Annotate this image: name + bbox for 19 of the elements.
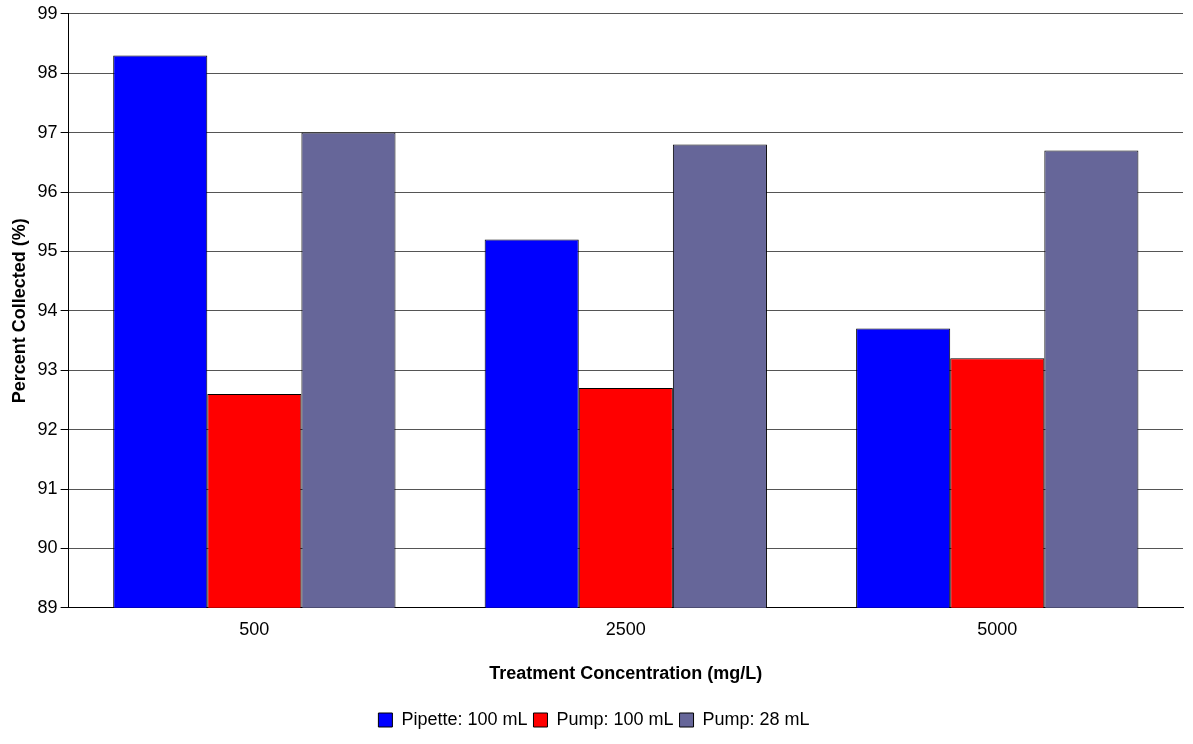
x-tick-label: 5000 — [977, 618, 1018, 639]
y-axis-title: Percent Collected (%) — [8, 218, 29, 404]
y-tick-label: 92 — [37, 418, 58, 439]
y-tick-label: 93 — [37, 359, 58, 380]
y-tick-label: 99 — [37, 2, 58, 23]
y-tick-label: 97 — [37, 121, 58, 142]
legend-label: Pipette: 100 mL — [401, 708, 528, 729]
y-tick-label: 98 — [37, 62, 58, 83]
legend-label: Pump: 28 mL — [702, 708, 810, 729]
y-tick-label: 95 — [37, 240, 58, 261]
x-axis-title: Treatment Concentration (mg/L) — [489, 663, 763, 684]
x-tick-label: 500 — [239, 618, 270, 639]
y-tick-label: 94 — [37, 299, 58, 320]
legend-label: Pump: 100 mL — [556, 708, 674, 729]
y-tick-label: 91 — [37, 477, 58, 498]
y-tick-label: 89 — [37, 596, 58, 617]
x-tick-label: 2500 — [605, 618, 646, 639]
y-tick-label: 90 — [37, 537, 58, 558]
y-tick-label: 96 — [37, 180, 58, 201]
